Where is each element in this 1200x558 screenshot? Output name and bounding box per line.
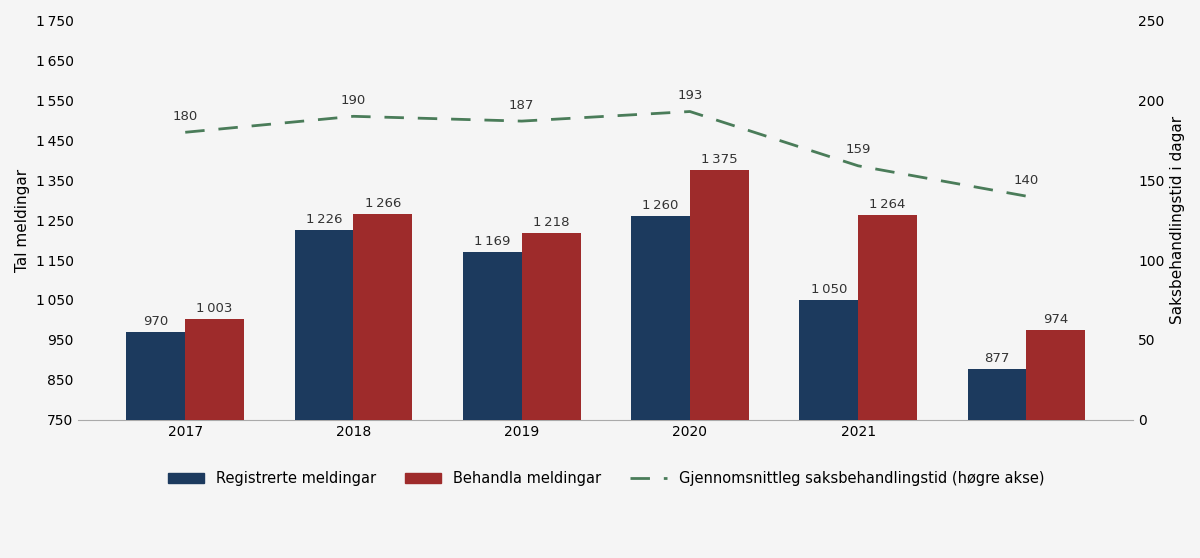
Text: 1 169: 1 169 bbox=[474, 235, 510, 248]
Text: 180: 180 bbox=[173, 110, 198, 123]
Text: 1 050: 1 050 bbox=[810, 283, 847, 296]
Text: 193: 193 bbox=[677, 89, 703, 102]
Text: 140: 140 bbox=[1014, 174, 1039, 186]
Text: 974: 974 bbox=[1043, 313, 1068, 326]
Bar bbox=[354, 214, 413, 420]
Bar bbox=[126, 332, 185, 420]
Bar bbox=[463, 252, 522, 420]
Text: 1 260: 1 260 bbox=[642, 199, 679, 212]
Text: 1 266: 1 266 bbox=[365, 197, 401, 210]
Bar bbox=[1026, 330, 1085, 420]
Text: 1 375: 1 375 bbox=[701, 153, 738, 166]
Bar bbox=[690, 170, 749, 420]
Bar bbox=[799, 300, 858, 420]
Bar bbox=[185, 319, 244, 420]
Legend: Registrerte meldingar, Behandla meldingar, Gjennomsnittleg saksbehandlingstid (h: Registrerte meldingar, Behandla meldinga… bbox=[162, 465, 1050, 492]
Bar bbox=[631, 216, 690, 420]
Text: 190: 190 bbox=[341, 94, 366, 107]
Bar bbox=[522, 233, 581, 420]
Text: 1 218: 1 218 bbox=[533, 216, 569, 229]
Text: 1 226: 1 226 bbox=[306, 213, 342, 225]
Y-axis label: Tal meldingar: Tal meldingar bbox=[14, 169, 30, 272]
Bar bbox=[967, 369, 1026, 420]
Text: 1 003: 1 003 bbox=[197, 302, 233, 315]
Bar bbox=[294, 230, 354, 420]
Bar bbox=[858, 214, 917, 420]
Text: 877: 877 bbox=[984, 352, 1009, 365]
Y-axis label: Saksbehandlingstid i dagar: Saksbehandlingstid i dagar bbox=[1170, 116, 1186, 324]
Text: 159: 159 bbox=[846, 143, 871, 156]
Text: 970: 970 bbox=[143, 315, 168, 328]
Text: 1 264: 1 264 bbox=[870, 198, 906, 210]
Text: 187: 187 bbox=[509, 99, 534, 112]
